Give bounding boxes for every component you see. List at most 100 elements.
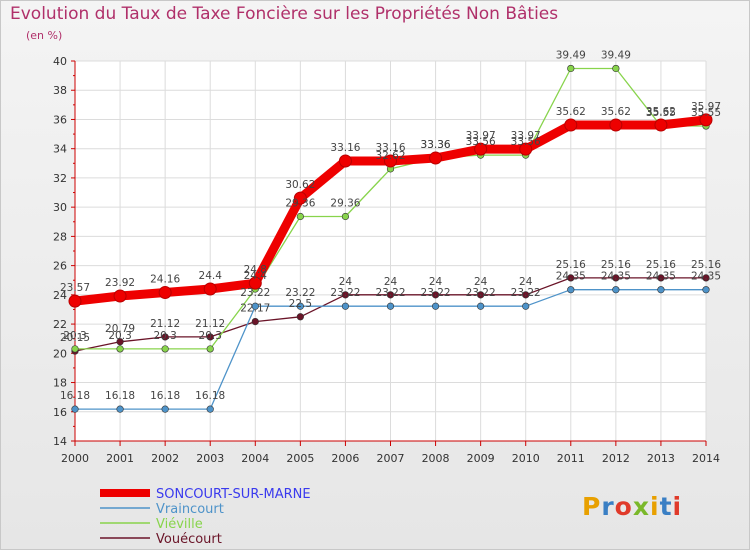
data-label-2: 33.56 [466,136,496,148]
data-label-3: 22.17 [240,303,270,315]
logo-letter: o [614,492,633,521]
data-label-3: 24 [339,276,353,288]
series-point-3 [296,313,304,321]
logo-letter: x [632,492,650,521]
series-point-2 [296,212,304,221]
chart-title: Evolution du Taux de Taxe Foncière sur l… [10,4,559,24]
data-label-0: 35.62 [556,106,586,118]
legend-label-0: SONCOURT-SUR-MARNE [156,487,311,502]
series-point-3 [702,274,710,282]
y-tick-label: 18 [53,377,67,390]
data-label-0: 24.16 [150,274,180,286]
series-point-0 [609,118,623,132]
data-label-3: 25.16 [601,259,631,271]
data-label-1: 23.22 [240,287,270,299]
series-point-1 [296,302,304,310]
data-label-0: 33.36 [421,139,451,151]
data-label-0: 35.62 [601,106,631,118]
series-point-3 [657,274,665,282]
data-label-3: 21.12 [195,318,225,330]
logo-letter: i [650,492,660,521]
x-tick-label: 2003 [196,452,224,465]
legend-label-3: Vouécourt [156,532,222,547]
data-label-1: 23.22 [330,287,360,299]
x-tick-label: 2010 [512,452,540,465]
data-label-1: 24.35 [691,271,721,283]
x-tick-label: 2009 [467,452,495,465]
data-label-1: 23.22 [375,287,405,299]
data-label-2: 33.36 [421,139,451,151]
logo-letter: t [659,492,673,521]
x-tick-label: 2004 [241,452,269,465]
data-label-1: 16.18 [60,390,90,402]
data-label-1: 23.22 [466,287,496,299]
x-tick-label: 2006 [331,452,359,465]
series-point-1 [522,302,530,310]
series-point-1 [702,286,710,294]
y-tick-label: 32 [53,172,67,185]
data-label-3: 24 [429,276,443,288]
data-label-2: 24.4 [244,270,268,282]
series-point-3 [161,333,169,341]
y-tick-label: 40 [53,55,67,68]
x-tick-label: 2012 [602,452,630,465]
data-label-0: 24.8 [244,264,267,276]
data-label-2: 35.55 [691,107,721,119]
data-label-0: 33.16 [375,142,405,154]
legend-label-1: Vraincourt [156,502,224,517]
series-point-0 [203,282,217,296]
x-tick-label: 2000 [61,452,89,465]
data-label-3: 25.16 [691,259,721,271]
series-point-3 [522,291,530,299]
data-label-1: 16.18 [195,390,225,402]
legend: SONCOURT-SUR-MARNEVraincourtViévilleVoué… [100,487,311,547]
series-point-2 [206,345,214,353]
data-label-1: 23.22 [511,287,541,299]
series-point-0 [68,294,82,308]
data-label-2: 35.55 [646,107,676,119]
x-tick-label: 2013 [647,452,675,465]
y-tick-label: 16 [53,406,67,419]
series-point-2 [341,212,350,221]
series-point-1 [657,286,665,294]
series-point-0 [519,142,533,156]
data-label-0: 23.57 [60,282,90,294]
x-tick-label: 2005 [286,452,314,465]
data-label-2: 20.3 [199,330,222,342]
y-tick-label: 30 [53,201,67,214]
data-label-1: 23.22 [285,287,315,299]
data-label-2: 20.3 [153,330,176,342]
data-label-3: 22.5 [289,298,312,310]
x-tick-label: 2011 [557,452,585,465]
data-label-1: 24.35 [601,271,631,283]
legend-label-2: Viéville [156,517,203,532]
data-label-3: 20.15 [60,332,90,344]
data-label-1: 16.18 [150,390,180,402]
series-point-1 [431,302,440,310]
series-point-3 [251,317,259,326]
series-point-3 [567,274,575,282]
data-label-1: 24.35 [556,271,586,283]
data-label-1: 16.18 [105,390,135,402]
series-point-0 [429,151,443,165]
data-label-0: 33.16 [330,142,360,154]
series-point-3 [612,274,620,282]
series-point-3 [477,291,485,299]
data-label-0: 35.97 [691,101,721,113]
series-point-1 [116,405,124,413]
series-point-3 [431,291,440,299]
x-tick-label: 2002 [151,452,179,465]
data-label-0: 33.97 [511,130,541,142]
series-point-0 [338,154,352,168]
series-point-3 [341,291,350,299]
y-tick-label: 34 [53,143,67,156]
series-point-3 [386,291,395,299]
series-point-1 [612,286,620,294]
data-label-2: 29.36 [285,198,315,210]
data-label-3: 24 [474,276,488,288]
series-point-0 [248,276,262,290]
series-point-0 [474,142,488,156]
data-label-2: 20.3 [108,330,131,342]
